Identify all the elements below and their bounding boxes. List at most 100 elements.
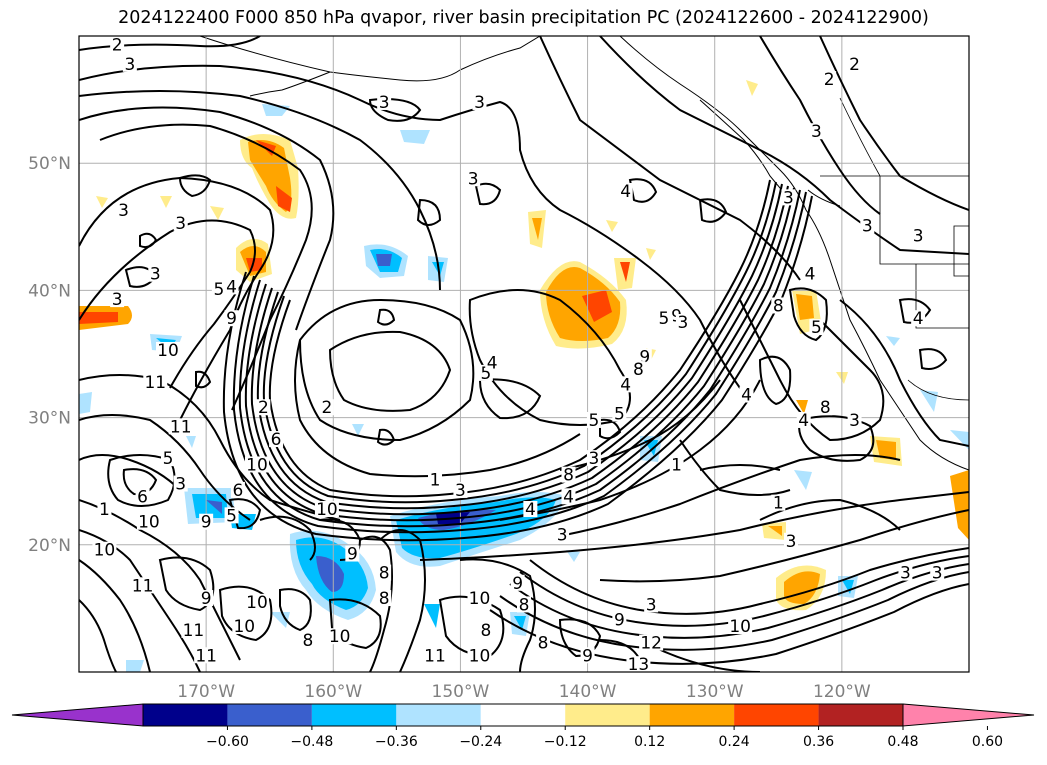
contour-label: 9 bbox=[226, 309, 237, 329]
contour-label: 5 bbox=[213, 280, 224, 300]
contour-label-bg bbox=[822, 71, 837, 88]
contour-label: 8 bbox=[480, 621, 491, 641]
colorbar-tick-label: 0.24 bbox=[719, 734, 750, 750]
contour-label: 8 bbox=[773, 296, 784, 316]
contour-label-bg bbox=[639, 634, 664, 651]
colorbar-box bbox=[480, 704, 566, 726]
contour-label-bg bbox=[211, 280, 226, 297]
contour-label: 10 bbox=[233, 617, 255, 637]
contour-label-bg bbox=[377, 590, 392, 607]
contour-label-bg bbox=[122, 55, 137, 72]
colorbar-box bbox=[565, 704, 650, 726]
contour-label: 3 bbox=[849, 411, 860, 431]
contour-label-bg bbox=[586, 411, 601, 428]
contour-label-bg bbox=[631, 361, 646, 378]
contour-label: 2 bbox=[824, 70, 835, 90]
contour-label-bg bbox=[300, 632, 315, 649]
contour-label-bg bbox=[510, 574, 525, 591]
colorbar-extend-low bbox=[11, 703, 144, 727]
contour-label: 11 bbox=[170, 417, 192, 437]
contour-label-bg bbox=[345, 545, 360, 562]
contour-label-bg bbox=[327, 628, 352, 645]
contour-label-bg bbox=[555, 526, 570, 543]
contour-label: 11 bbox=[144, 373, 166, 393]
contour-label: 6 bbox=[233, 481, 244, 501]
contour-label: 4 bbox=[798, 411, 809, 431]
colorbar: −0.60 −0.48 −0.36 −0.24 −0.12 0.12 0.24 0.36 0.4… bbox=[11, 703, 1035, 750]
contour-label-bg bbox=[377, 564, 392, 581]
contour-label-bg bbox=[173, 475, 188, 492]
contour-label-bg bbox=[771, 494, 786, 511]
contour-label-bg bbox=[467, 647, 492, 664]
contour-label-bg bbox=[656, 310, 671, 327]
contour-label: 3 bbox=[913, 227, 924, 247]
contour-label-bg bbox=[784, 532, 798, 549]
longitude-labels: 170°W 160°W 150°W 140°W 130°W 120°W bbox=[177, 682, 871, 702]
contour-label-bg bbox=[612, 611, 627, 628]
contour-label: 3 bbox=[589, 449, 600, 469]
contour-label: 5 bbox=[480, 364, 491, 384]
lat-tick-label: 50°N bbox=[28, 154, 71, 174]
contour-label-bg bbox=[803, 265, 818, 282]
contour-label: 8 bbox=[379, 564, 390, 584]
lon-tick-label: 120°W bbox=[813, 682, 871, 702]
contour-label: 9 bbox=[201, 513, 212, 533]
contour-label-bg bbox=[860, 217, 875, 234]
contour-label: 3 bbox=[862, 216, 873, 236]
contour-label: 4 bbox=[487, 354, 498, 374]
contour-label-bg bbox=[319, 399, 334, 416]
contour-label-bg bbox=[181, 621, 206, 638]
contour-label-bg bbox=[199, 590, 214, 607]
contour-label: 8 bbox=[820, 398, 831, 418]
contour-label-bg bbox=[472, 93, 487, 110]
contour-label: 8 bbox=[519, 595, 530, 615]
contour-label: 3 bbox=[379, 93, 390, 113]
contour-label-bg bbox=[377, 93, 392, 110]
contour-label: 10 bbox=[469, 589, 491, 609]
contour-label-bg bbox=[256, 399, 271, 416]
contour-label: 11 bbox=[183, 621, 205, 641]
contour-label-bg bbox=[245, 593, 269, 610]
contour-label: 8 bbox=[538, 634, 549, 654]
contour-label: 8 bbox=[633, 360, 644, 380]
contour-label-bg bbox=[92, 541, 117, 558]
colorbar-tick-label: −0.24 bbox=[459, 734, 502, 750]
contour-label-bg bbox=[467, 590, 492, 607]
contour-label: 3 bbox=[175, 214, 186, 234]
contour-label-bg bbox=[168, 418, 193, 435]
contour-label: 4 bbox=[525, 500, 536, 520]
colorbar-box bbox=[734, 704, 819, 726]
colorbar-tick-label: −0.12 bbox=[544, 734, 587, 750]
contour-label-bg bbox=[561, 466, 576, 483]
contour-label: 1 bbox=[99, 500, 110, 520]
contour-label: 11 bbox=[132, 576, 154, 596]
contour-label: 10 bbox=[157, 341, 179, 361]
contour-label: 10 bbox=[94, 541, 116, 561]
contour-label: 3 bbox=[900, 564, 911, 584]
contour-label: 10 bbox=[246, 593, 268, 613]
colorbar-tick-label: 0.60 bbox=[972, 734, 1003, 750]
contour-label-bg bbox=[97, 501, 112, 517]
contour-label: 4 bbox=[620, 375, 631, 395]
contour-label: 3 bbox=[175, 475, 186, 495]
contour-label-bg bbox=[561, 488, 576, 505]
colorbar-box bbox=[649, 704, 735, 726]
contour-label-bg bbox=[818, 399, 833, 416]
contour-label-bg bbox=[911, 227, 926, 244]
colorbar-tick-label: 0.36 bbox=[803, 734, 834, 750]
contour-label-bg bbox=[116, 202, 131, 219]
contour-label: 9 bbox=[512, 574, 523, 594]
contour-label-bg bbox=[199, 513, 214, 530]
colorbar-tick-label: −0.36 bbox=[375, 734, 418, 750]
contour-label: 10 bbox=[246, 455, 268, 475]
contour-label: 9 bbox=[582, 646, 593, 666]
contour-label: 6 bbox=[137, 487, 148, 507]
contour-label-bg bbox=[675, 314, 690, 331]
contour-label-bg bbox=[230, 481, 245, 498]
colorbar-tick-label: 0.48 bbox=[887, 734, 918, 750]
contour-label-bg bbox=[110, 291, 125, 308]
contour-label-bg bbox=[781, 189, 796, 206]
contour-label: 9 bbox=[639, 347, 650, 367]
contour-label-bg bbox=[232, 618, 257, 635]
contour-label-bg bbox=[586, 450, 601, 467]
